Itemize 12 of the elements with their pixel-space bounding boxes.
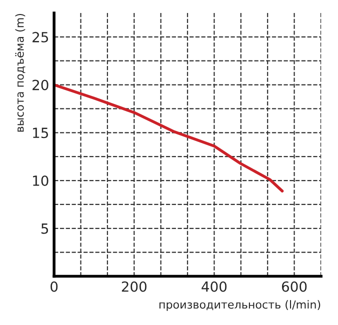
y-tick-label: 10 [33, 175, 48, 186]
x-tick-label: 600 [282, 281, 307, 292]
y-tick-label: 25 [32, 32, 48, 42]
x-tick-label: 400 [202, 281, 227, 292]
line-series [54, 83, 284, 192]
y-tick-label: 20 [32, 80, 48, 90]
x-axis-title: производительность (l/min) [159, 300, 320, 311]
y-tick-label: 5 [41, 224, 48, 234]
y-tick-label: 15 [33, 128, 48, 138]
x-tick-label: 0 [50, 281, 58, 292]
y-axis-title: высота подъёма (m) [15, 14, 26, 132]
x-tick-label: 200 [122, 281, 146, 292]
